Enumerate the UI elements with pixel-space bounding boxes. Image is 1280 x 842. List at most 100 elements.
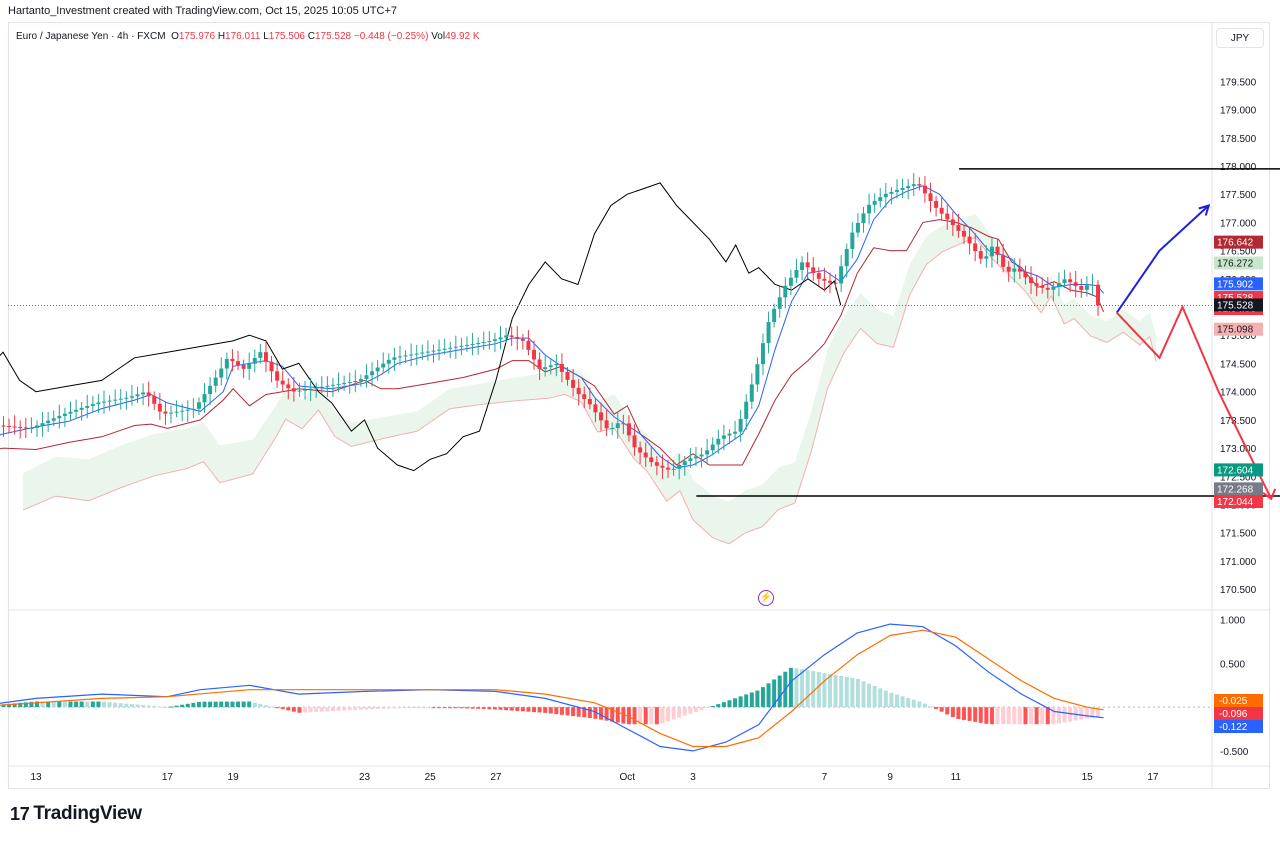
candle-body — [894, 189, 899, 192]
candle-body — [364, 375, 369, 380]
candle-body — [1096, 284, 1101, 306]
macd-histogram-bar — [62, 701, 67, 708]
macd-histogram-bar — [716, 704, 721, 708]
candle-body — [1017, 268, 1022, 272]
candle-body — [861, 213, 866, 223]
candle-body — [559, 363, 564, 372]
candle-body — [498, 337, 503, 340]
candle-body — [442, 348, 447, 350]
time-tick-label: 7 — [822, 772, 828, 783]
macd-badge-label: -0.025 — [1219, 696, 1248, 707]
macd-histogram-bar — [565, 707, 570, 716]
macd-badge-label: -0.122 — [1219, 722, 1248, 733]
candle-body — [163, 411, 168, 414]
macd-histogram-bar — [861, 681, 866, 708]
macd-histogram-bar — [1017, 707, 1022, 725]
macd-histogram-bar — [68, 701, 73, 708]
macd-histogram-bar — [202, 701, 207, 708]
macd-histogram-bar — [945, 707, 950, 715]
price-badge-label: 175.098 — [1217, 325, 1254, 336]
candle-body — [509, 335, 514, 337]
lightning-icon[interactable]: ⚡ — [758, 590, 774, 606]
chikou-line — [0, 182, 842, 472]
candle-body — [727, 433, 732, 436]
macd-histogram-bar — [950, 707, 955, 718]
candle-body — [839, 266, 844, 284]
macd-histogram-bar — [1084, 707, 1089, 719]
candle-body — [297, 390, 302, 392]
candle-body — [816, 273, 821, 279]
candle-body — [520, 338, 525, 341]
macd-histogram-bar — [1068, 707, 1073, 722]
macd-histogram-bar — [152, 706, 157, 708]
candle-body — [811, 267, 816, 274]
macd-histogram-bar — [1029, 707, 1034, 725]
candle-body — [286, 384, 291, 389]
price-badge — [1214, 256, 1263, 270]
candle-body — [258, 352, 263, 358]
candle-body — [386, 359, 391, 364]
candle-body — [643, 452, 648, 458]
candle-body — [772, 308, 777, 323]
macd-histogram-bar — [319, 707, 324, 712]
macd-histogram-bar — [677, 707, 682, 718]
macd-histogram-bar — [280, 707, 285, 710]
macd-histogram-bar — [1023, 707, 1028, 725]
macd-histogram-bar — [604, 707, 609, 721]
candle-body — [74, 409, 79, 412]
currency-button[interactable]: JPY — [1216, 28, 1264, 48]
candle-body — [185, 409, 190, 411]
macd-histogram-bar — [811, 671, 816, 708]
price-badge — [1214, 482, 1263, 496]
candle-body — [967, 236, 972, 244]
candle-body — [805, 262, 810, 268]
candle-body — [928, 193, 933, 201]
projection-down-arrowhead — [1262, 488, 1277, 501]
candle-body — [29, 427, 34, 429]
candle-body — [146, 392, 151, 397]
macd-histogram-bar — [671, 707, 676, 720]
time-tick-label: 23 — [359, 772, 371, 783]
candle-body — [152, 396, 157, 404]
macd-histogram-bar — [520, 707, 525, 712]
macd-histogram-bar — [163, 707, 168, 709]
macd-histogram-bar — [599, 707, 604, 720]
candle-body — [347, 381, 352, 383]
macd-histogram-bar — [358, 707, 363, 710]
candle-body — [632, 435, 637, 448]
macd-histogram-bar — [571, 707, 576, 717]
candle-body — [1051, 286, 1056, 290]
macd-histogram-bar — [381, 707, 386, 709]
candle-body — [1068, 279, 1073, 283]
candle-body — [353, 380, 358, 382]
macd-histogram-bar — [626, 707, 631, 725]
candle-body — [995, 246, 1000, 255]
candle-body — [437, 349, 442, 351]
candle-body — [626, 423, 631, 436]
macd-histogram-bar — [453, 707, 458, 709]
macd-histogram-bar — [90, 701, 95, 708]
candle-body — [62, 413, 67, 416]
macd-histogram-bar — [733, 698, 738, 708]
tradingview-logo-icon: 17 — [10, 803, 30, 824]
macd-histogram-bar — [180, 704, 185, 708]
candle-body — [124, 397, 129, 399]
price-tick-label: 176.500 — [1220, 247, 1257, 258]
candle-body — [247, 363, 252, 369]
candle-body — [833, 282, 838, 284]
macd-histogram-bar — [532, 707, 537, 713]
candle-body — [733, 431, 738, 434]
symbol-name[interactable]: Euro / Japanese Yen · 4h · FXCM — [16, 31, 166, 42]
macd-histogram-bar — [705, 707, 710, 709]
candle-body — [755, 364, 760, 385]
macd-histogram-bar — [894, 694, 899, 708]
candle-body — [532, 349, 537, 360]
price-tick-label: 175.000 — [1220, 331, 1257, 342]
macd-histogram-bar — [286, 707, 291, 711]
macd-histogram-bar — [487, 707, 492, 710]
price-badge-label: 175.528 — [1217, 300, 1254, 311]
macd-histogram-bar — [12, 703, 17, 708]
open-label: O — [171, 31, 179, 42]
candle-body — [554, 363, 559, 366]
